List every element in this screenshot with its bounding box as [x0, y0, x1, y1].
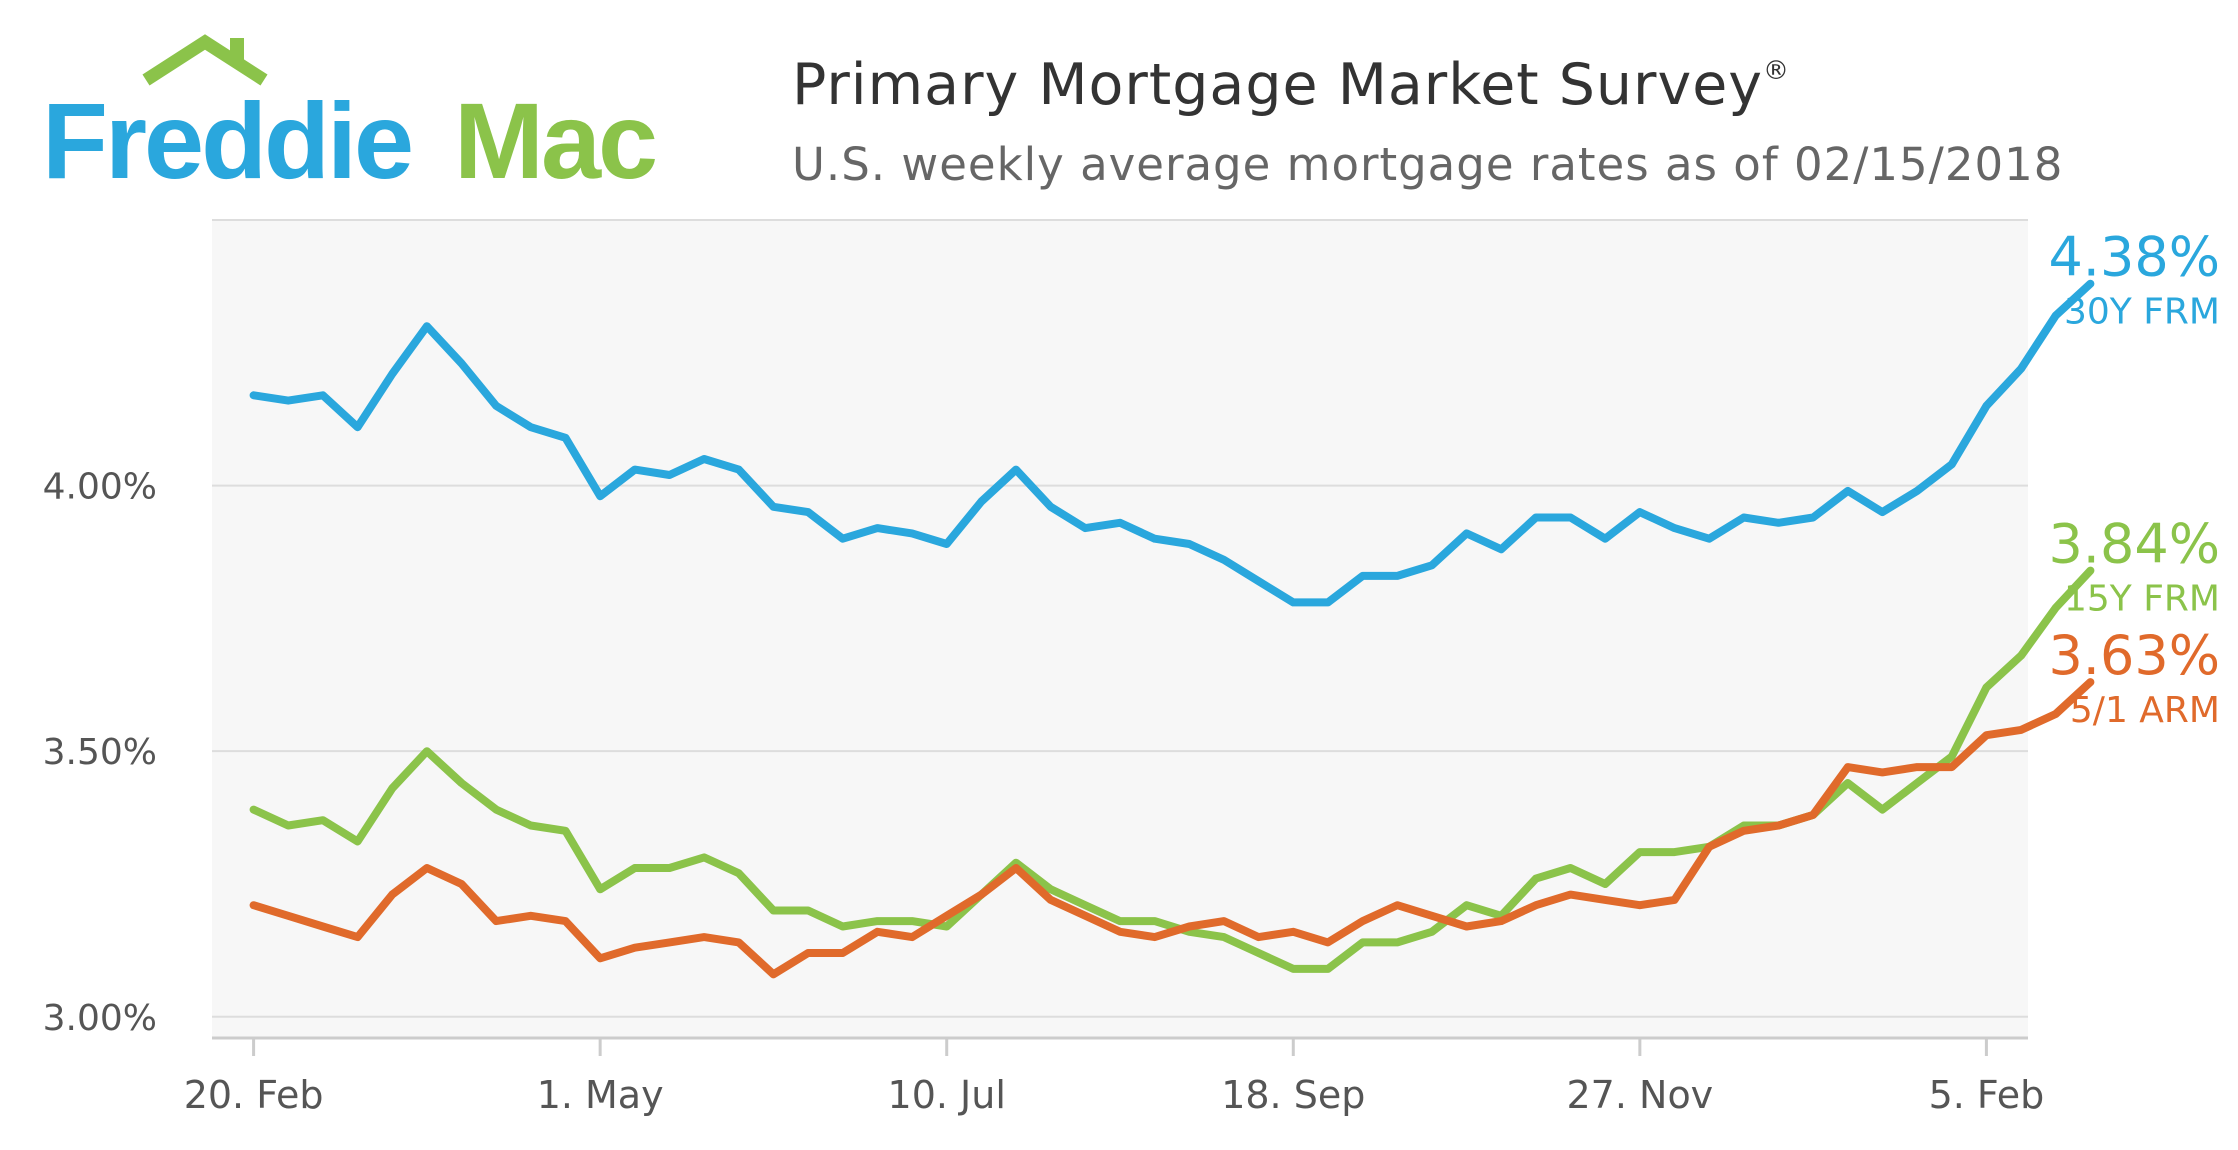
x-tick-label: 18. Sep [1221, 1073, 1365, 1117]
end-series-label-5-1-arm: 5/1 ARM [2070, 690, 2220, 731]
freddie-mac-logo: Freddie Mac [40, 28, 720, 198]
y-tick-label: 4.00% [43, 467, 157, 508]
y-tick-label: 3.50% [43, 732, 157, 773]
x-tick-label: 27. Nov [1567, 1073, 1714, 1117]
end-value-label-5-1-arm: 3.63% [2048, 624, 2220, 687]
end-value-label-30y-frm: 4.38% [2048, 226, 2220, 289]
plot-area [212, 220, 2028, 1038]
series-line-5-1-arm [249, 678, 2095, 979]
x-tick-label: 1. May [537, 1073, 664, 1117]
logo-text-mac: Mac [454, 80, 655, 198]
logo-chimney-icon [230, 38, 244, 64]
end-series-label-30y-frm: 30Y FRM [2064, 292, 2220, 333]
logo-roof-icon [142, 34, 268, 86]
logo-graphic: Freddie Mac [42, 34, 658, 198]
y-tick-label: 3.00% [43, 998, 157, 1039]
page-subtitle: U.S. weekly average mortgage rates as of… [792, 138, 2064, 191]
x-tick-label: 20. Feb [184, 1073, 324, 1117]
end-value-label-15y-frm: 3.84% [2048, 513, 2220, 576]
title-text: Primary Mortgage Market Survey [792, 52, 1764, 118]
page-title: Primary Mortgage Market Survey® [792, 52, 1790, 118]
logo-text-freddie: Freddie [42, 80, 411, 198]
series-line-30y-frm [249, 279, 2095, 607]
registered-mark: ® [1763, 56, 1791, 86]
x-tick-label: 5. Feb [1929, 1073, 2045, 1117]
end-series-label-15y-frm: 15Y FRM [2064, 579, 2220, 620]
x-tick-label: 10. Jul [888, 1073, 1006, 1117]
